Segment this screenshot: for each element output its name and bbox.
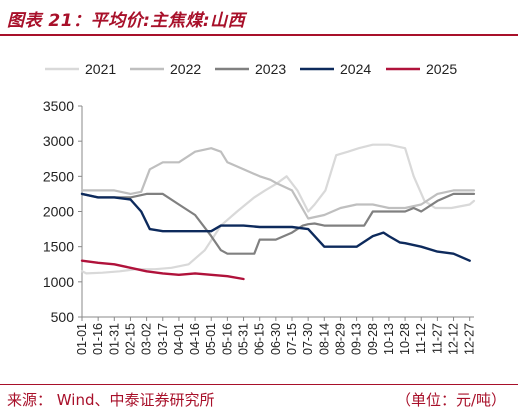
x-tick-label: 08-29 bbox=[333, 323, 347, 355]
footer-divider bbox=[0, 384, 518, 385]
line-chart: 2021 2022 2023 2024 2025 500 1000 1500 2000 2500… bbox=[43, 61, 477, 355]
x-tick-label: 01-01 bbox=[75, 323, 89, 355]
x-tick-label: 10-13 bbox=[382, 323, 396, 355]
y-tick-label: 2000 bbox=[43, 204, 74, 220]
x-tick-label: 12-12 bbox=[447, 323, 461, 355]
x-tick-label: 04-16 bbox=[188, 323, 202, 355]
y-tick-label: 3500 bbox=[43, 98, 74, 114]
legend-label-2023: 2023 bbox=[255, 61, 286, 77]
x-tick-label: 03-17 bbox=[156, 323, 170, 355]
x-tick-label: 08-14 bbox=[317, 323, 331, 355]
x-tick-label: 06-15 bbox=[253, 323, 267, 355]
x-tick-label: 01-16 bbox=[91, 323, 105, 355]
y-tick-label: 2500 bbox=[43, 168, 74, 184]
x-tick-label: 05-31 bbox=[237, 323, 251, 355]
legend-label-2025: 2025 bbox=[426, 61, 457, 77]
x-tick-label: 11-27 bbox=[430, 323, 444, 354]
series-line-2023 bbox=[80, 192, 476, 255]
x-tick-label: 12-27 bbox=[463, 323, 477, 355]
axes: 500 1000 1500 2000 2500 3000 3500 01-01 01-16 01-… bbox=[43, 98, 477, 355]
series-line-2024 bbox=[80, 192, 471, 262]
y-tick-label: 3000 bbox=[43, 133, 74, 149]
legend: 2021 2022 2023 2024 2025 bbox=[45, 61, 457, 77]
legend-label-2024: 2024 bbox=[340, 61, 371, 77]
x-tick-label: 02-15 bbox=[123, 323, 137, 355]
x-tick-label: 09-28 bbox=[366, 323, 380, 355]
unit-note: （单位：元/吨） bbox=[395, 391, 506, 409]
y-tick-label: 500 bbox=[51, 309, 75, 325]
x-tick-label: 07-15 bbox=[285, 323, 299, 355]
y-tick-label: 1500 bbox=[43, 239, 74, 255]
x-tick-label: 09-13 bbox=[350, 323, 364, 355]
x-tick-label: 07-30 bbox=[301, 323, 315, 355]
series-line-2022 bbox=[80, 147, 476, 220]
series-line-2021 bbox=[80, 143, 476, 275]
x-tick-label: 05-01 bbox=[204, 323, 218, 355]
y-tick-label: 1000 bbox=[43, 274, 74, 290]
chart-title: 图表 21：平均价:主焦煤:山西 bbox=[7, 11, 246, 31]
x-tick-label: 04-01 bbox=[172, 323, 186, 355]
x-tick-label: 06-30 bbox=[269, 323, 283, 355]
x-tick-label: 01-31 bbox=[107, 323, 121, 355]
x-tick-label: 11-12 bbox=[414, 323, 428, 354]
x-tick-label: 10-28 bbox=[398, 323, 412, 355]
legend-label-2021: 2021 bbox=[85, 61, 116, 77]
x-tick-label: 03-02 bbox=[140, 323, 154, 355]
legend-label-2022: 2022 bbox=[170, 61, 201, 77]
source-note: 来源： Wind、中泰证券研究所 bbox=[7, 391, 215, 409]
series-line-2025 bbox=[80, 259, 245, 281]
title-divider bbox=[0, 34, 518, 36]
series-lines bbox=[80, 143, 476, 281]
x-tick-label: 05-16 bbox=[220, 323, 234, 355]
